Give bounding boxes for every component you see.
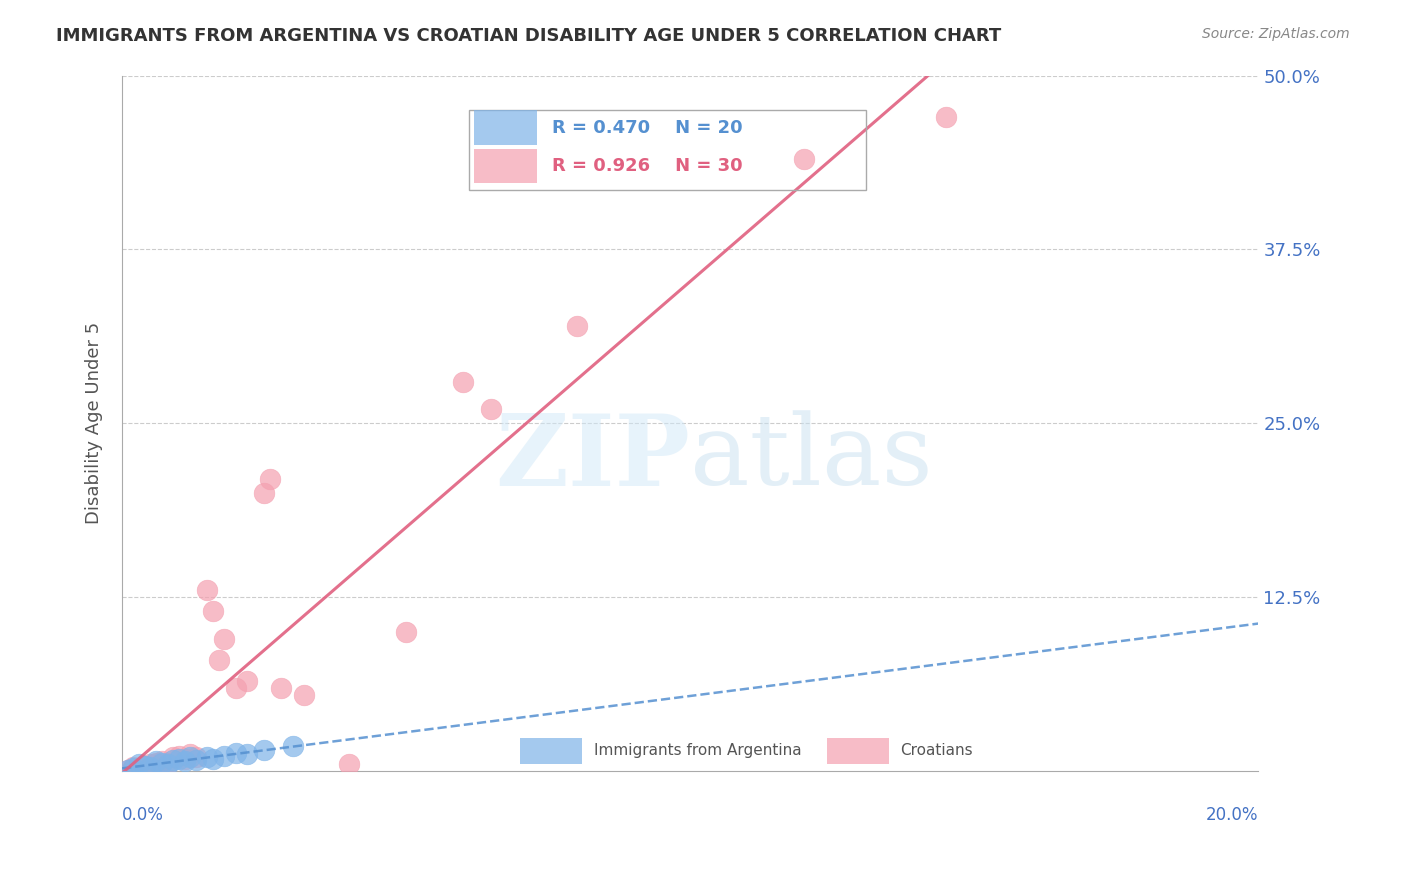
Point [179, 750, 201, 764]
FancyBboxPatch shape [827, 738, 889, 764]
Text: IMMIGRANTS FROM ARGENTINA VS CROATIAN DISABILITY AGE UNDER 5 CORRELATION CHART: IMMIGRANTS FROM ARGENTINA VS CROATIAN DI… [56, 27, 1001, 45]
Text: atlas: atlas [690, 410, 934, 506]
Text: 20.0%: 20.0% [1206, 805, 1258, 824]
Point [195, 750, 218, 764]
Point [156, 757, 179, 772]
Point [139, 757, 162, 772]
Point [214, 748, 236, 763]
Y-axis label: Disability Age Under 5: Disability Age Under 5 [86, 322, 103, 524]
Point [184, 750, 207, 764]
Point [122, 760, 145, 774]
Point [162, 750, 184, 764]
Text: Immigrants from Argentina: Immigrants from Argentina [593, 743, 801, 758]
Point [281, 739, 304, 753]
Point [128, 761, 150, 775]
Point [935, 110, 957, 124]
FancyBboxPatch shape [520, 738, 582, 764]
Text: R = 0.470    N = 20: R = 0.470 N = 20 [551, 119, 742, 136]
Point [253, 486, 276, 500]
Point [479, 402, 502, 417]
Point [395, 625, 418, 640]
Point [565, 318, 588, 333]
Point [128, 757, 150, 772]
Text: Source: ZipAtlas.com: Source: ZipAtlas.com [1202, 27, 1350, 41]
Point [167, 748, 190, 763]
Point [134, 758, 156, 772]
Text: 0.0%: 0.0% [122, 805, 165, 824]
Point [162, 753, 184, 767]
Point [201, 751, 224, 765]
Point [337, 757, 360, 772]
Point [236, 747, 259, 762]
Text: R = 0.926    N = 30: R = 0.926 N = 30 [551, 157, 742, 175]
Point [173, 755, 195, 769]
FancyBboxPatch shape [474, 149, 537, 184]
Point [156, 756, 179, 770]
Point [225, 746, 247, 760]
Point [451, 375, 474, 389]
Text: ZIP: ZIP [495, 409, 690, 507]
Point [117, 763, 139, 777]
Point [150, 755, 173, 769]
Point [139, 760, 162, 774]
Point [122, 761, 145, 775]
Point [179, 747, 201, 762]
Point [270, 681, 292, 695]
Point [214, 632, 236, 646]
Point [195, 583, 218, 598]
Point [292, 688, 315, 702]
Point [145, 756, 167, 770]
Point [793, 152, 815, 166]
Point [225, 681, 247, 695]
Point [201, 604, 224, 618]
Point [184, 753, 207, 767]
Point [134, 758, 156, 772]
Point [208, 653, 231, 667]
FancyBboxPatch shape [474, 111, 537, 145]
Point [173, 751, 195, 765]
Point [253, 743, 276, 757]
Point [259, 472, 281, 486]
Text: Croatians: Croatians [900, 743, 973, 758]
Point [167, 751, 190, 765]
Point [145, 755, 167, 769]
Point [150, 756, 173, 770]
Point [117, 763, 139, 777]
Point [236, 673, 259, 688]
